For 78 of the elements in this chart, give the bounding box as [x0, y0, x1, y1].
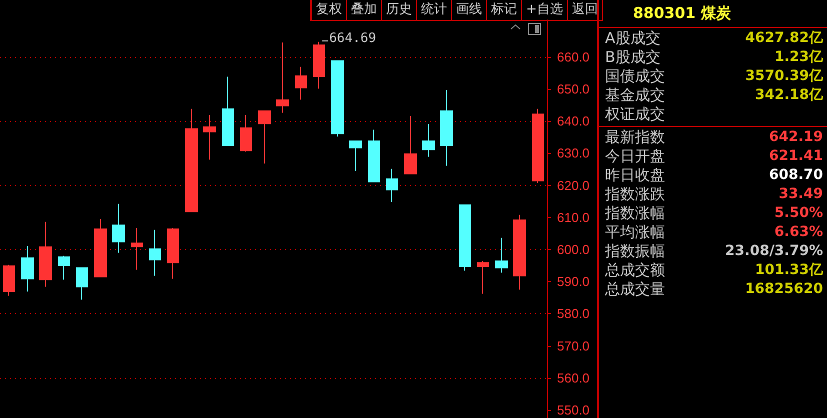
text: 指数涨幅 — [605, 204, 665, 223]
candlestick — [203, 114, 216, 160]
text: 指数涨跌 — [605, 185, 665, 204]
candlestick — [240, 114, 252, 152]
text: 返回 — [568, 0, 603, 20]
candlestick — [149, 229, 161, 276]
text: 3570.39亿 — [745, 67, 823, 86]
candlestick — [222, 76, 234, 146]
candlestick — [185, 108, 198, 212]
text: 平均涨幅 — [605, 223, 665, 242]
candlestick — [349, 140, 362, 172]
candlestick — [368, 129, 380, 182]
candlestick — [76, 267, 88, 300]
text: 画线 — [452, 0, 487, 20]
candlestick — [94, 218, 107, 278]
text: 4627.82亿 — [745, 29, 823, 48]
text: 33.49 — [778, 185, 823, 204]
text: 复权 — [312, 0, 347, 20]
text: 342.18亿 — [754, 86, 823, 105]
text: 642.19 — [768, 128, 823, 147]
candlestick — [131, 227, 143, 270]
y-tick-label: 640.0 — [557, 114, 590, 129]
candlestick — [295, 66, 307, 100]
text: 608.70 — [768, 166, 823, 185]
candlestick — [513, 214, 526, 290]
y-tick-label: 630.0 — [557, 146, 590, 161]
text: 5.50% — [774, 204, 823, 223]
text: A股成交 — [605, 29, 660, 48]
annotation: 664.69 — [329, 30, 376, 46]
candlestick — [422, 123, 435, 158]
text: 16825620 — [745, 280, 823, 299]
text: 历史 — [382, 0, 417, 20]
candlestick — [21, 245, 34, 292]
y-tick-label: 580.0 — [557, 306, 590, 322]
candlestick — [58, 255, 70, 280]
candlestick — [404, 115, 417, 174]
y-tick-label: 570.0 — [557, 338, 590, 354]
candlestick — [258, 110, 271, 164]
candlestick — [39, 221, 52, 288]
text: 总成交量 — [605, 280, 665, 299]
candlestick — [386, 168, 398, 202]
text: 101.33亿 — [754, 261, 823, 280]
y-tick-label: 620.0 — [557, 178, 590, 193]
text: 权证成交 — [605, 105, 665, 124]
text: 621.41 — [768, 147, 823, 166]
y-tick-label: 560.0 — [557, 370, 590, 386]
text: 标记 — [487, 0, 522, 20]
candlestick — [112, 203, 125, 254]
candlestick — [276, 42, 289, 114]
y-tick-label: 550.0 — [557, 402, 590, 418]
text: 统计 — [417, 0, 452, 20]
text: 最新指数 — [605, 128, 665, 147]
text: +自选 — [522, 0, 568, 20]
candlestick — [495, 237, 508, 274]
candlestick — [440, 89, 453, 166]
text: 昨日收盘 — [605, 166, 665, 185]
text: 指数振幅 — [605, 242, 665, 261]
candlestick — [532, 108, 544, 184]
text: 国债成交 — [605, 67, 665, 86]
candlestick — [331, 60, 344, 138]
text: 880301 煤炭 — [633, 4, 731, 23]
text: 6.63% — [774, 223, 823, 242]
y-tick-label: 590.0 — [557, 274, 590, 290]
y-tick-label: 610.0 — [557, 210, 590, 225]
candlestick — [167, 227, 179, 280]
text: 叠加 — [347, 0, 382, 20]
text: 1.23亿 — [774, 48, 823, 67]
candlestick — [477, 260, 489, 294]
y-tick-label: 660.0 — [557, 49, 590, 64]
candlestick — [3, 264, 15, 296]
text: 今日开盘 — [605, 147, 665, 166]
text: 23.08/3.79% — [725, 242, 823, 261]
text: B股成交 — [605, 48, 660, 67]
text: 总成交额 — [605, 261, 665, 280]
y-tick-label: 650.0 — [557, 82, 590, 97]
candlestick — [459, 204, 471, 272]
y-tick-label: 600.0 — [557, 242, 590, 257]
text: 基金成交 — [605, 86, 665, 105]
